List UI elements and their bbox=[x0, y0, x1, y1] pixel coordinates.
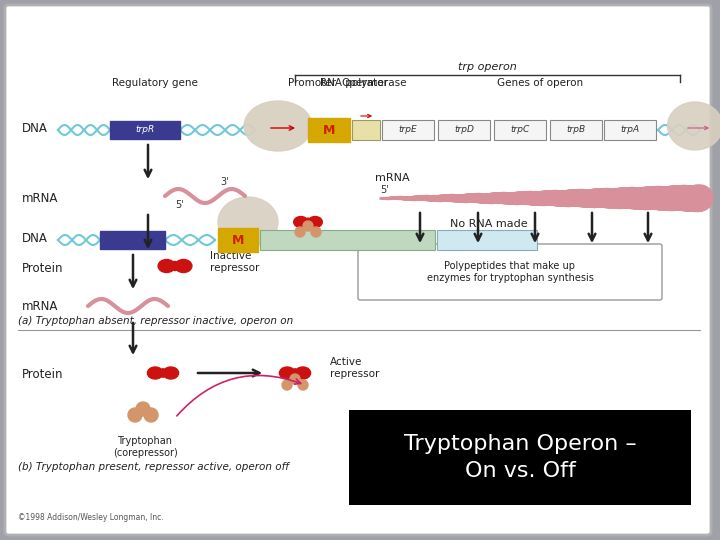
Text: mRNA: mRNA bbox=[375, 173, 410, 183]
Bar bbox=[260, 230, 435, 250]
Ellipse shape bbox=[292, 369, 298, 377]
Ellipse shape bbox=[294, 217, 308, 227]
Text: RNA polymerase: RNA polymerase bbox=[320, 78, 407, 88]
Ellipse shape bbox=[160, 369, 166, 377]
Text: Polypeptides that make up
enzymes for tryptophan synthesis: Polypeptides that make up enzymes for tr… bbox=[426, 261, 593, 283]
Text: trpR: trpR bbox=[135, 125, 155, 134]
Bar bbox=[382, 120, 434, 140]
Text: 5': 5' bbox=[380, 185, 389, 195]
Bar bbox=[550, 120, 602, 140]
Text: trpA: trpA bbox=[621, 125, 639, 134]
Circle shape bbox=[290, 374, 300, 384]
Text: Promoter: Promoter bbox=[288, 78, 336, 88]
Text: Genes of operon: Genes of operon bbox=[497, 78, 583, 88]
Circle shape bbox=[136, 402, 150, 416]
Text: mRNA: mRNA bbox=[22, 192, 58, 205]
Bar bbox=[110, 121, 180, 139]
FancyBboxPatch shape bbox=[5, 5, 711, 535]
Text: Tryptophan
(corepressor): Tryptophan (corepressor) bbox=[112, 436, 177, 457]
Text: Tryptophan Operon –
On vs. Off: Tryptophan Operon – On vs. Off bbox=[404, 435, 636, 481]
Text: No RNA made: No RNA made bbox=[450, 219, 528, 229]
Bar bbox=[100, 231, 165, 249]
Text: M: M bbox=[323, 124, 336, 137]
Bar bbox=[604, 120, 656, 140]
Circle shape bbox=[303, 221, 313, 231]
Ellipse shape bbox=[667, 102, 720, 150]
Ellipse shape bbox=[158, 260, 175, 273]
Ellipse shape bbox=[308, 217, 323, 227]
Text: trpE: trpE bbox=[399, 125, 418, 134]
Text: DNA: DNA bbox=[22, 233, 48, 246]
Circle shape bbox=[282, 380, 292, 390]
Ellipse shape bbox=[244, 101, 312, 151]
Text: trp operon: trp operon bbox=[458, 62, 517, 72]
Text: 5': 5' bbox=[175, 200, 184, 210]
Ellipse shape bbox=[218, 197, 278, 247]
Circle shape bbox=[144, 408, 158, 422]
Ellipse shape bbox=[295, 367, 310, 379]
Ellipse shape bbox=[163, 367, 179, 379]
Ellipse shape bbox=[148, 367, 163, 379]
Bar bbox=[438, 120, 490, 140]
Text: (a) Tryptophan absent, repressor inactive, operon on: (a) Tryptophan absent, repressor inactiv… bbox=[18, 316, 293, 326]
Text: Active
repressor: Active repressor bbox=[330, 357, 379, 379]
Text: mRNA: mRNA bbox=[22, 300, 58, 313]
Bar bbox=[437, 230, 537, 250]
Circle shape bbox=[298, 380, 308, 390]
Ellipse shape bbox=[279, 367, 295, 379]
Ellipse shape bbox=[172, 261, 179, 271]
Text: Operator: Operator bbox=[341, 78, 388, 88]
Text: DNA: DNA bbox=[22, 123, 48, 136]
Text: Inactive
repressor: Inactive repressor bbox=[210, 251, 259, 273]
Text: 3': 3' bbox=[220, 177, 229, 187]
Circle shape bbox=[295, 227, 305, 237]
Text: trpD: trpD bbox=[454, 125, 474, 134]
Bar bbox=[352, 120, 380, 140]
Text: Protein: Protein bbox=[22, 261, 63, 274]
Text: trpB: trpB bbox=[567, 125, 585, 134]
Text: (b) Tryptophan present, repressor active, operon off: (b) Tryptophan present, repressor active… bbox=[18, 462, 289, 472]
Text: Regulatory gene: Regulatory gene bbox=[112, 78, 198, 88]
Text: M: M bbox=[232, 233, 244, 246]
Bar bbox=[308, 118, 350, 142]
Bar bbox=[349, 410, 691, 505]
Text: ©1998 Addison/Wesley Longman, Inc.: ©1998 Addison/Wesley Longman, Inc. bbox=[18, 513, 163, 522]
Circle shape bbox=[128, 408, 142, 422]
Ellipse shape bbox=[175, 260, 192, 273]
Ellipse shape bbox=[305, 218, 311, 226]
Circle shape bbox=[311, 227, 321, 237]
Text: Protein: Protein bbox=[22, 368, 63, 381]
FancyBboxPatch shape bbox=[358, 244, 662, 300]
Bar bbox=[494, 120, 546, 140]
Bar bbox=[218, 228, 258, 252]
Text: trpC: trpC bbox=[510, 125, 530, 134]
